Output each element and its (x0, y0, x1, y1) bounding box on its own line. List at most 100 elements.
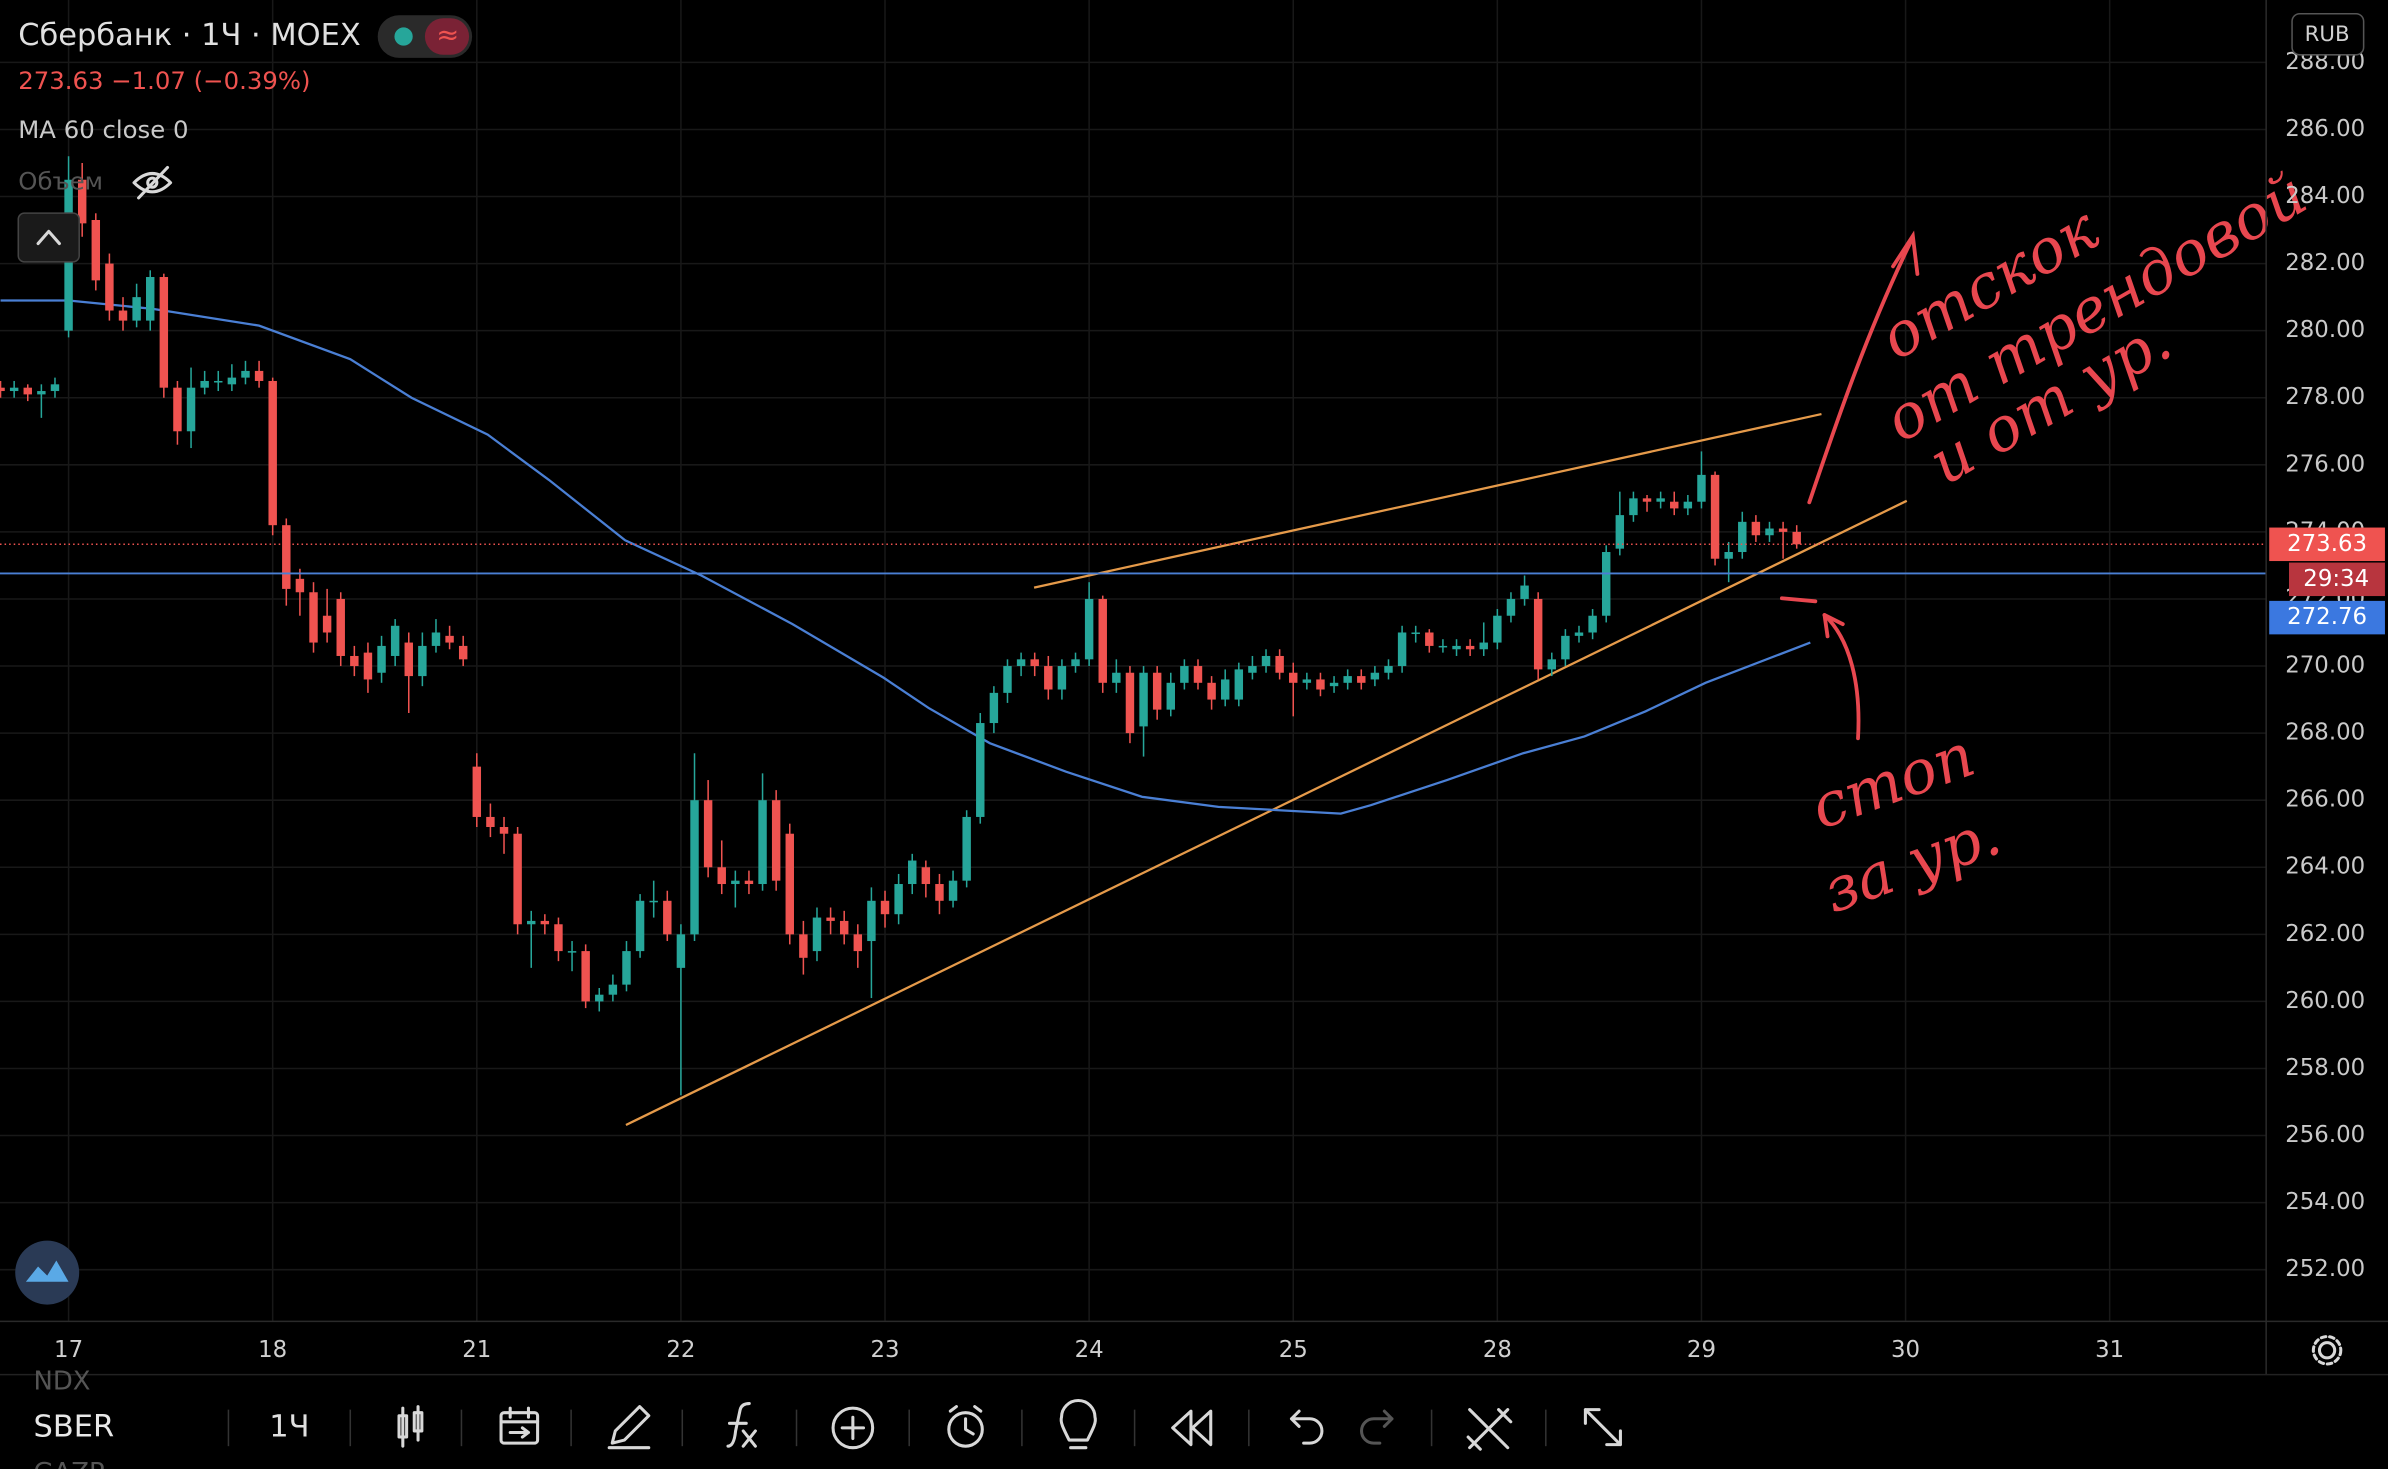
candle-body (9, 387, 19, 392)
candle-body (1547, 659, 1556, 670)
grid (0, 0, 2267, 1322)
compare-button[interactable] (499, 1406, 540, 1445)
trend-line[interactable] (1033, 412, 1822, 589)
candle-body (1166, 682, 1175, 710)
candle-body (1084, 598, 1094, 660)
candle-body (1520, 585, 1529, 599)
stop-mark (1779, 596, 1818, 604)
currency-button[interactable] (2291, 12, 2365, 56)
level-tag (2269, 600, 2385, 635)
plot (0, 156, 2267, 1096)
x-tick-label: 31 (2095, 1337, 2124, 1363)
candle-body (1561, 635, 1570, 660)
candle-body (567, 951, 577, 953)
alert-button[interactable] (947, 1405, 984, 1448)
candle-body (1683, 501, 1693, 509)
candle-body (186, 387, 196, 432)
currency: RUB (2305, 22, 2350, 47)
indicator-legend[interactable]: MA 60 close 0 (18, 115, 188, 144)
y-tick-label: 262.00 (2285, 921, 2365, 947)
candle-body (948, 880, 958, 901)
candle-body (1207, 682, 1216, 700)
volume-legend[interactable]: Объем (18, 167, 103, 196)
candle-body (1112, 672, 1121, 683)
replay-button[interactable] (1171, 1409, 1213, 1447)
candle-body (853, 934, 863, 952)
candle-body (1329, 682, 1339, 687)
candle-body (1016, 659, 1026, 667)
visibility-toggle[interactable] (132, 165, 173, 200)
collapse-button[interactable] (17, 212, 80, 263)
trend-line[interactable] (625, 499, 1908, 1126)
candle-body (214, 380, 223, 383)
candle-body (132, 297, 141, 321)
candle-body (431, 632, 441, 646)
y-tick-label: 254.00 (2285, 1189, 2365, 1215)
candle-body (37, 391, 46, 395)
y-tick-label: 252.00 (2285, 1256, 2365, 1282)
tools-button[interactable] (1466, 1408, 1513, 1451)
candle-body (1533, 598, 1543, 670)
candle-body (445, 635, 454, 643)
candle-body (1588, 615, 1597, 633)
candle-body (363, 652, 373, 680)
candle-body (540, 920, 550, 925)
candle-body (962, 816, 971, 881)
candle-body (1642, 498, 1652, 502)
candle-body (1370, 672, 1380, 680)
candle-body (241, 370, 250, 378)
candle-body (486, 816, 495, 828)
candle-body (595, 994, 604, 1002)
candle-body (282, 525, 291, 589)
candle-body (1411, 632, 1420, 635)
candle-body (1261, 655, 1271, 667)
candle-body (894, 884, 903, 915)
draw-button[interactable] (607, 1405, 651, 1450)
candle-body (1180, 666, 1189, 683)
x-tick-label: 29 (1687, 1337, 1716, 1363)
x-tick-label: 25 (1279, 1337, 1308, 1363)
candle-body (1248, 666, 1257, 673)
candle-body (1792, 531, 1801, 545)
chart-type-button[interactable] (397, 1405, 424, 1448)
settings-button[interactable] (2311, 1335, 2343, 1366)
undo-button[interactable] (1289, 1409, 1324, 1445)
ideas-button[interactable] (1059, 1398, 1097, 1450)
candle-body (390, 625, 400, 656)
logo-icon (25, 1260, 69, 1282)
candle-body (744, 880, 754, 885)
level-label: 272.76 (2287, 604, 2367, 630)
symbol-title: Сбербанк · 1Ч · MOEX (18, 18, 360, 53)
y-tick-label: 286.00 (2285, 116, 2365, 142)
watchlist-symbol[interactable]: SBER (34, 1409, 115, 1444)
candle-body (513, 833, 522, 925)
collapse-icon (36, 229, 61, 246)
candle-body (418, 645, 427, 677)
candle-body (1601, 552, 1611, 616)
interval-button[interactable]: 1Ч (269, 1409, 309, 1444)
candle-body (458, 645, 468, 660)
watchlist-prev[interactable]: NDX (34, 1367, 91, 1397)
candle-body (1724, 552, 1733, 559)
candle-body (173, 387, 182, 432)
candle-body (663, 900, 672, 935)
candle-body (839, 920, 849, 935)
logo-button[interactable] (15, 1240, 80, 1305)
candle-body (880, 900, 890, 915)
candle-body (1152, 672, 1162, 710)
countdown-tag (2289, 562, 2385, 597)
candle-body (771, 800, 781, 881)
candle-body (785, 833, 794, 935)
y-tick-label: 276.00 (2285, 451, 2365, 477)
last-price-tag (2269, 527, 2385, 562)
candle-body (1220, 679, 1230, 700)
indicators-button[interactable] (726, 1402, 757, 1448)
watchlist-next[interactable]: GAZP (34, 1458, 105, 1469)
fullscreen-button[interactable] (1583, 1408, 1622, 1447)
add-button[interactable] (831, 1406, 875, 1450)
countdown-label: 29:34 (2303, 566, 2369, 592)
y-tick-label: 258.00 (2285, 1055, 2365, 1081)
candle-body (690, 800, 699, 935)
